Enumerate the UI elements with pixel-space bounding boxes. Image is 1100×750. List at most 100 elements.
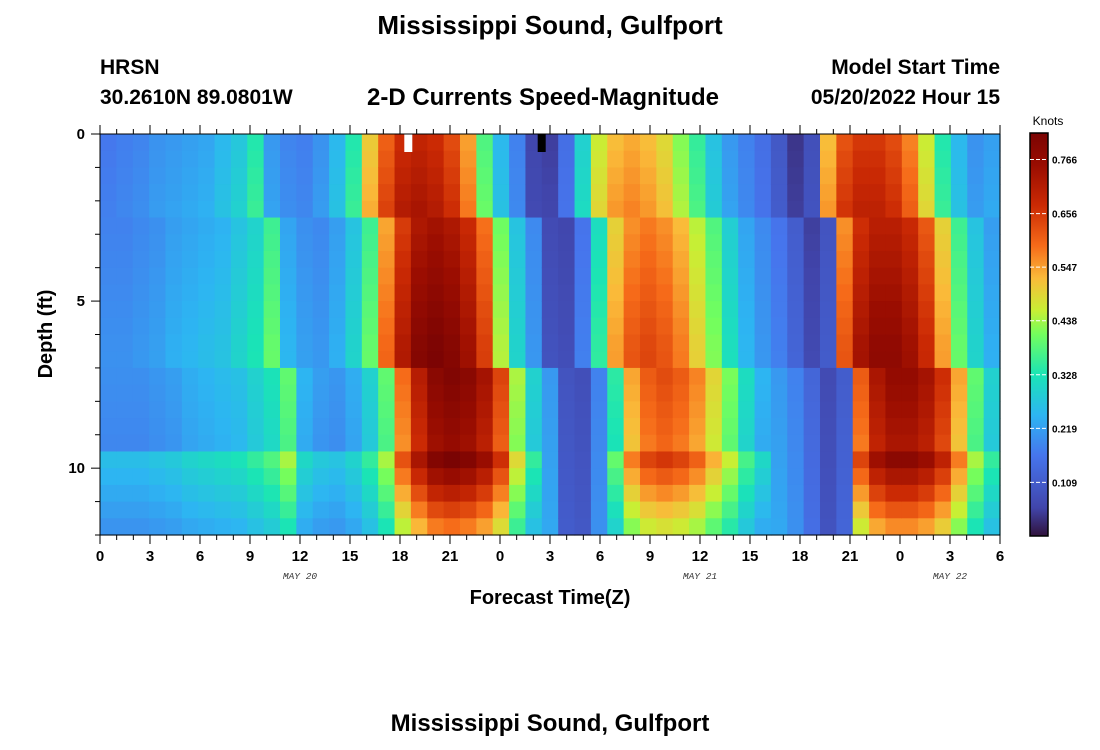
heatmap-cell — [427, 401, 445, 419]
heatmap-cell — [525, 234, 543, 252]
heatmap-cell — [165, 367, 183, 386]
heatmap-cell — [280, 418, 297, 436]
heatmap-cell — [296, 250, 314, 269]
heatmap-cell — [198, 184, 216, 202]
heatmap-cell — [100, 367, 117, 386]
heatmap-cell — [787, 367, 805, 386]
heatmap-cell — [263, 351, 281, 369]
heatmap-cell — [525, 184, 543, 202]
heatmap-cell — [607, 217, 625, 235]
heatmap-cell — [640, 518, 657, 536]
heatmap-cell — [230, 184, 248, 202]
heatmap-cell — [100, 184, 117, 202]
heatmap-cell — [296, 434, 314, 453]
x-tick-label: 15 — [742, 548, 759, 565]
heatmap-cell — [214, 351, 232, 369]
heatmap-cell — [885, 401, 903, 419]
heatmap-cell — [476, 150, 494, 169]
heatmap-cell — [443, 334, 461, 352]
heatmap-cell — [149, 451, 167, 469]
colorbar-tick-label: 0.328 — [1052, 371, 1077, 382]
heatmap-cell — [885, 367, 903, 386]
heatmap-cell — [623, 518, 641, 536]
heatmap-cell — [803, 334, 821, 352]
heatmap-cell — [296, 317, 314, 336]
heatmap-cell — [558, 267, 576, 285]
heatmap-cell — [427, 367, 445, 386]
x-axis-title: Forecast Time(Z) — [470, 587, 631, 609]
heatmap-cell — [280, 250, 297, 269]
heatmap-cell — [509, 267, 527, 285]
heatmap-cell — [181, 267, 199, 285]
heatmap-cell — [705, 267, 723, 285]
heatmap-cell — [280, 234, 297, 252]
heatmap-cell — [116, 468, 134, 486]
heatmap-cell — [460, 134, 477, 152]
heatmap-cell — [836, 384, 854, 402]
heatmap-cell — [656, 334, 674, 352]
x-tick-label: 0 — [96, 548, 104, 565]
x-tick-label: 12 — [292, 548, 309, 565]
heatmap-cell — [361, 451, 379, 469]
heatmap-cell — [116, 401, 134, 419]
heatmap-cell — [967, 501, 985, 519]
heatmap-cell — [443, 134, 461, 152]
x-tick-label: 3 — [946, 548, 954, 565]
heatmap-cell — [100, 418, 117, 436]
heatmap-cell — [770, 418, 788, 436]
heatmap-cell — [590, 134, 608, 152]
heatmap-cell — [869, 451, 887, 469]
heatmap-cell — [476, 234, 494, 252]
heatmap-cell — [198, 501, 216, 519]
heatmap-cell — [443, 217, 461, 235]
heatmap-cell — [230, 250, 248, 269]
heatmap-cell — [361, 351, 379, 369]
heatmap-cell — [247, 301, 265, 319]
heatmap-cell — [787, 150, 805, 169]
heatmap-cell — [149, 334, 167, 352]
heatmap-cell — [950, 217, 968, 235]
heatmap-cell — [705, 451, 723, 469]
heatmap-cell — [214, 284, 232, 302]
heatmap-cell — [590, 150, 608, 169]
heatmap-cell — [361, 501, 379, 519]
colorbar-tick-label: 0.438 — [1052, 317, 1077, 328]
heatmap-cell — [541, 267, 559, 285]
heatmap-cell — [950, 518, 968, 536]
heatmap-cell — [247, 518, 265, 536]
heatmap-cell — [312, 501, 330, 519]
heatmap-cell — [263, 418, 281, 436]
heatmap-cell — [967, 401, 985, 419]
heatmap-cell — [705, 217, 723, 235]
heatmap-cell — [345, 484, 363, 503]
heatmap-cell — [460, 200, 477, 219]
heatmap-cell — [541, 284, 559, 302]
heatmap-cell — [410, 200, 428, 219]
heatmap-cell — [198, 418, 216, 436]
heatmap-cell — [181, 401, 199, 419]
heatmap-cell — [509, 217, 527, 235]
heatmap-cell — [149, 367, 167, 386]
heatmap-cell — [100, 150, 117, 169]
heatmap-cell — [967, 418, 985, 436]
heatmap-cell — [689, 518, 707, 536]
heatmap-cell — [247, 484, 265, 503]
heatmap-cell — [836, 284, 854, 302]
heatmap-cell — [394, 418, 412, 436]
heatmap-cell — [492, 267, 510, 285]
heatmap-cell — [787, 234, 805, 252]
heatmap-cell — [312, 434, 330, 453]
heatmap-cell — [100, 468, 117, 486]
heatmap-cell — [280, 217, 297, 235]
heatmap-cell — [623, 317, 641, 336]
heatmap-cell — [132, 418, 150, 436]
heatmap-cell — [574, 134, 592, 152]
heatmap-cell — [214, 200, 232, 219]
heatmap-cell — [329, 167, 347, 185]
heatmap-cell — [476, 351, 494, 369]
heatmap-cell — [525, 351, 543, 369]
heatmap-cell — [312, 401, 330, 419]
heatmap-cell — [803, 301, 821, 319]
heatmap-cell — [787, 284, 805, 302]
heatmap-cell — [116, 250, 134, 269]
